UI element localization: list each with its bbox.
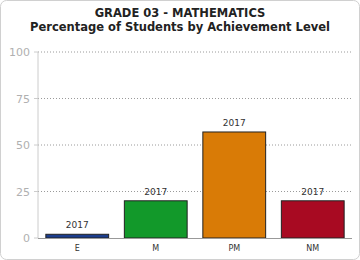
bar (46, 234, 109, 238)
tick-label: 75 (16, 93, 30, 106)
bar-label: 2017 (144, 187, 167, 197)
title: GRADE 03 - MATHEMATICS (95, 6, 266, 20)
category-label: PM (228, 244, 240, 253)
bar (124, 201, 187, 238)
category-label: E (75, 244, 80, 253)
bars (46, 132, 344, 238)
tick-label: 25 (16, 186, 30, 199)
tick-mark (34, 98, 38, 99)
tick-mark (34, 52, 38, 53)
tick-mark (34, 191, 38, 192)
category-label: NM (306, 244, 319, 253)
bar-label: 2017 (301, 187, 324, 197)
category-label: M (152, 244, 159, 253)
y-axis (38, 52, 39, 238)
chart: GRADE 03 - MATHEMATICSPercentage of Stud… (0, 0, 360, 260)
subtitle: Percentage of Students by Achievement Le… (30, 20, 330, 34)
grid-line (38, 145, 352, 146)
tick-label: 0 (23, 232, 30, 245)
tick-mark (34, 145, 38, 146)
grid-line (38, 98, 352, 99)
bar (203, 132, 266, 238)
tick-label: 100 (9, 46, 30, 59)
tick-label: 50 (16, 139, 30, 152)
bar-label: 2017 (66, 220, 89, 230)
bar-label: 2017 (223, 118, 246, 128)
grid-line (38, 52, 352, 53)
x-axis (38, 238, 352, 239)
bar (281, 201, 344, 238)
tick-mark (34, 238, 38, 239)
frame (1, 1, 360, 260)
